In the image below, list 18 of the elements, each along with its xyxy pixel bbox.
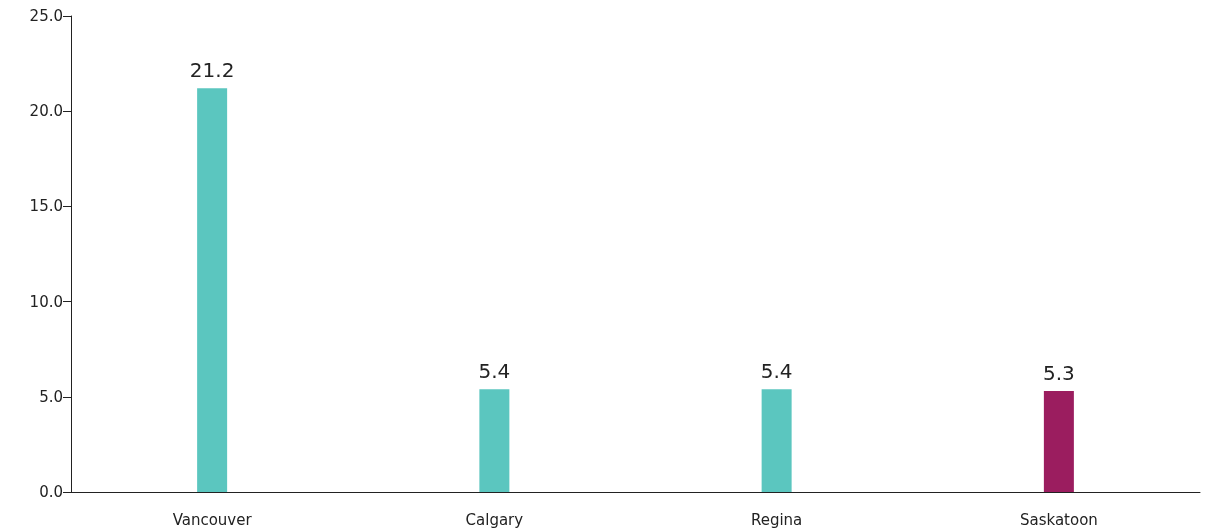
data-label: 5.4 [760,359,793,384]
y-tick-label: 0.0 [39,483,63,501]
y-tick-label: 25.0 [29,7,63,25]
x-tick-label: Regina [750,510,803,529]
data-label: 21.2 [189,58,235,83]
bar [761,389,792,492]
data-label: 5.4 [478,359,511,384]
bar [1043,391,1074,492]
bar [479,389,510,492]
data-label: 5.3 [1042,361,1075,386]
y-tick-label: 10.0 [29,292,63,311]
x-tick-label: Vancouver [172,510,253,529]
x-tick-label: Calgary [465,510,524,529]
y-tick-label: 5.0 [39,387,63,406]
y-tick-label: 20.0 [29,102,63,121]
bar [197,88,228,492]
x-tick-label: Saskatoon [1019,510,1098,529]
y-tick-label: 15.0 [29,197,63,216]
